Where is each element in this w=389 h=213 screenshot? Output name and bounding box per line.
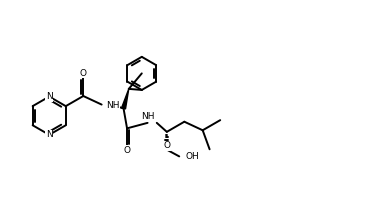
Text: N: N [46, 130, 53, 139]
Text: NH: NH [141, 112, 154, 121]
Text: N: N [46, 92, 53, 101]
Text: O: O [124, 146, 131, 155]
Text: O: O [80, 69, 87, 78]
Text: NH: NH [106, 101, 119, 110]
Text: O: O [163, 141, 170, 151]
Text: OH: OH [186, 152, 200, 161]
Polygon shape [122, 89, 129, 109]
